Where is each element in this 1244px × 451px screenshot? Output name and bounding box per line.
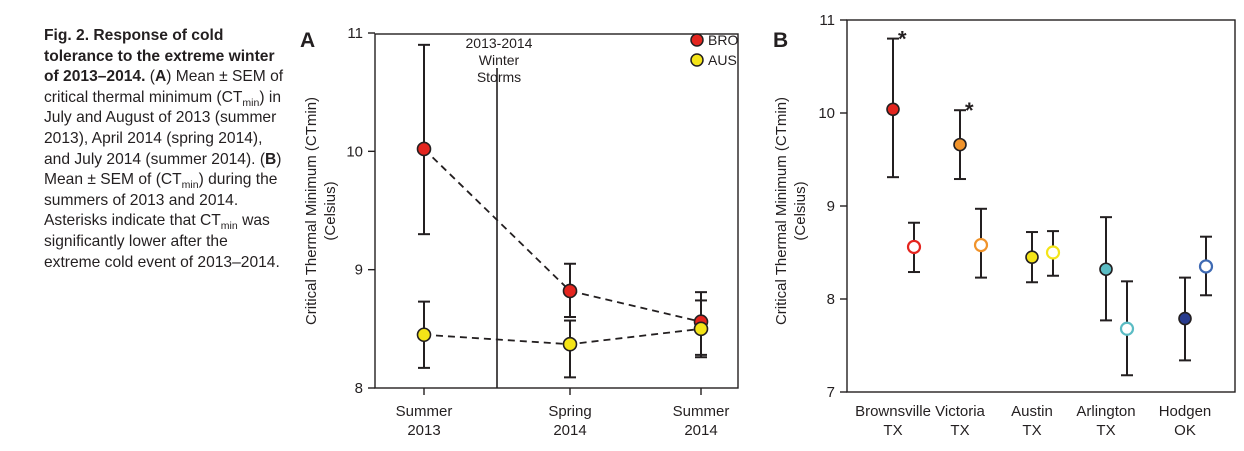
panel-b-arlington-2014-point: [1119, 321, 1135, 336]
panel-a-ytick-label-1: 9: [355, 262, 363, 279]
panel-a-label: A: [300, 29, 315, 52]
panel-a-legend: BRO AUS: [690, 32, 738, 68]
legend-aus-label: AUS: [708, 52, 737, 68]
panel-a-ylabel-line2: (Celsius): [322, 181, 339, 240]
panel-a-aus-0-point: [416, 327, 432, 343]
panel-a-ytick-label-0: 8: [355, 380, 363, 397]
panel-b-ytick-label-1: 8: [827, 291, 835, 308]
panel-b-ylabel-line2: (Celsius): [792, 181, 809, 240]
panel-a-ytick-label-3: 11: [347, 25, 363, 42]
panel-b-xtick-label-3-line2: TX: [1096, 422, 1115, 439]
panel-a-xtick-label-1-line2: 2014: [553, 422, 586, 439]
panel-b-austin-2013-point: [1025, 250, 1039, 264]
panel-a: A 2013-2014 Winter Storms Critical Therm…: [300, 25, 739, 439]
panel-a-series-line-aus: [423, 327, 702, 346]
panel-a-ylabel-line1: Critical Thermal Minimum (CTmin): [303, 97, 320, 325]
panel-b-victoria-2014-point: [973, 237, 989, 253]
caption-text-5: was significantly lower after the extrem…: [44, 212, 280, 271]
panel-b-victoria-2013-point: [953, 137, 967, 152]
panel-a-xtick-label-2-line2: 2014: [684, 422, 717, 439]
panel-a-xtick-label-2-line1: Summer: [673, 403, 730, 420]
panel-b-xtick-label-1-line2: TX: [950, 422, 969, 439]
panel-b-arlington-2013-point: [1099, 262, 1113, 277]
panel-a-xtick-label-0-line2: 2013: [407, 422, 440, 439]
panel-b-ylabel: Critical Thermal Minimum (CTmin) (Celsiu…: [773, 97, 809, 325]
panel-a-series-line-bro: [423, 148, 702, 323]
panel-b-label: B: [773, 29, 788, 52]
panel-b-brownsville-2013-asterisk: *: [898, 27, 907, 52]
panel-b-ytick-label-2: 9: [827, 198, 835, 215]
panel-b-xtick-label-3-line1: Arlington: [1076, 403, 1135, 420]
panel-a-aus-2-point: [693, 321, 709, 337]
panel-b-xtick-label-2-line1: Austin: [1011, 403, 1053, 420]
legend-bro-label: BRO: [708, 32, 738, 48]
legend-bro-marker: [690, 33, 704, 47]
caption-text-4: ) during the summers of 2013 and 2014. A…: [44, 171, 278, 230]
panel-b-xtick-label-0-line1: Brownsville: [855, 403, 931, 420]
panel-b-marks: 7 8 9 10 11 Brownsville TX Victoria TX Austin TX Ar…: [818, 12, 1214, 439]
panel-b-xtick-label-0-line2: TX: [883, 422, 902, 439]
caption-sub-1: min: [242, 96, 260, 109]
panel-a-aus-1-point: [562, 336, 578, 352]
panel-b-ylabel-line1: Critical Thermal Minimum (CTmin): [773, 97, 790, 325]
panel-a-xtick-label-0-line1: Summer: [396, 403, 453, 420]
caption-title: Fig. 2. Response of cold tolerance to th…: [44, 27, 275, 86]
panel-a-ylabel: Critical Thermal Minimum (CTmin) (Celsiu…: [303, 97, 339, 325]
panel-b-xtick-label-2-line2: TX: [1022, 422, 1041, 439]
panel-b-ytick-label-0: 7: [827, 384, 835, 401]
caption-text-3: Mean ± SEM of (CT: [44, 171, 182, 189]
panel-a-bro-1-point: [562, 283, 578, 299]
panel-b-austin-2014-point: [1045, 245, 1061, 260]
panel-a-plot-frame: [374, 33, 739, 389]
panel-b-ytick-label-4: 11: [819, 12, 835, 29]
panel-b-hodgen-2013-point: [1178, 311, 1192, 326]
caption-label-a: A: [154, 68, 167, 86]
panel-b-brownsville-2013-point: [886, 102, 900, 117]
panel-a-annotation-line1: 2013-2014: [466, 35, 533, 51]
panel-b-victoria-2013-asterisk: *: [965, 98, 974, 123]
panel-a-bro-0-point: [416, 141, 432, 157]
panel-b-xtick-label-1-line1: Victoria: [935, 403, 985, 420]
figure-caption: Fig. 2. Response of cold tolerance to th…: [44, 27, 284, 271]
panel-b-ytick-label-3: 10: [818, 105, 835, 122]
caption-sub-2: min: [181, 179, 199, 192]
legend-aus-marker: [690, 53, 704, 67]
panel-b-brownsville-2014-point: [906, 239, 922, 255]
panel-b-plot-frame: [846, 19, 1236, 393]
panel-a-marks: 8 9 10 11 Summer 2013 Spring 2014 Summer 2014: [346, 25, 729, 439]
panel-b: B Critical Thermal Minimum (CTmin) (Cels…: [773, 12, 1236, 439]
panel-a-annotation-line3: Storms: [477, 69, 521, 85]
panel-b-xtick-label-4-line1: Hodgen: [1159, 403, 1212, 420]
caption-text-1: Mean ± SEM of critical thermal minimum (…: [44, 68, 284, 106]
panel-a-xtick-label-1-line1: Spring: [548, 403, 591, 420]
panel-b-xtick-label-4-line2: OK: [1174, 422, 1196, 439]
panel-a-annotation-line2: Winter: [479, 52, 520, 68]
caption-sub-3: min: [220, 220, 238, 233]
panel-a-ytick-label-2: 10: [346, 143, 363, 160]
caption-text-2: ) in July and August of 2013 (summer 201…: [44, 88, 281, 168]
panel-b-hodgen-2014-point: [1198, 259, 1214, 274]
caption-label-b: B: [265, 150, 277, 168]
